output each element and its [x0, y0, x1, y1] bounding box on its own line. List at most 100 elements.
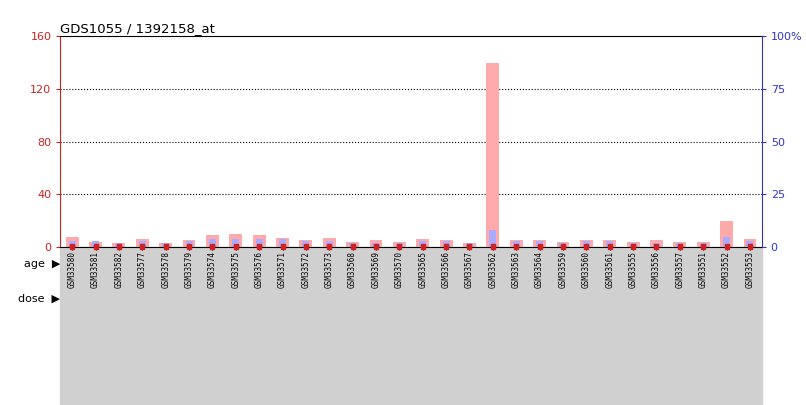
Bar [723, 237, 730, 247]
Bar [442, 241, 450, 247]
Bar [676, 243, 683, 247]
Bar [393, 242, 405, 247]
Bar [271, 281, 341, 316]
Text: low iron: low iron [497, 294, 535, 304]
Bar [279, 239, 286, 247]
Text: value, Detection Call = ABSENT: value, Detection Call = ABSENT [100, 365, 276, 375]
Bar [559, 243, 567, 247]
Bar [721, 221, 733, 247]
Text: low iron: low iron [217, 294, 255, 304]
Bar [66, 237, 78, 247]
Bar [419, 241, 426, 247]
Text: low iron: low iron [357, 294, 395, 304]
Bar [534, 241, 546, 247]
Bar [674, 242, 686, 247]
Bar [583, 241, 590, 247]
Bar [396, 243, 403, 247]
Bar [700, 243, 707, 247]
Text: age  ▶: age ▶ [24, 259, 60, 269]
Bar [341, 247, 481, 281]
Bar [580, 241, 592, 247]
Text: percentile rank within the sample: percentile rank within the sample [100, 346, 288, 356]
Bar [621, 247, 762, 281]
Bar [113, 243, 125, 247]
Text: 12 wk: 12 wk [534, 259, 568, 269]
Bar [536, 241, 543, 247]
Bar [201, 281, 271, 316]
Bar [370, 241, 382, 247]
Bar [60, 281, 131, 316]
Bar [621, 281, 692, 316]
Bar [349, 243, 356, 247]
Bar [131, 281, 201, 316]
Bar [513, 241, 520, 247]
Bar [60, 247, 762, 405]
Bar [347, 242, 359, 247]
Bar [64, 348, 89, 353]
Bar [201, 247, 341, 281]
Bar [604, 241, 616, 247]
Bar [440, 241, 452, 247]
Text: high iron: high iron [425, 294, 467, 304]
Text: GDS1055 / 1392158_at: GDS1055 / 1392158_at [60, 22, 215, 35]
Text: 8 d: 8 d [122, 259, 139, 269]
Bar [276, 238, 289, 247]
Text: 21 d: 21 d [259, 259, 283, 269]
Bar [300, 241, 312, 247]
Bar [606, 241, 613, 247]
Bar [326, 241, 333, 247]
Bar [653, 243, 660, 247]
Text: 6 wk: 6 wk [398, 259, 424, 269]
Bar [206, 235, 218, 247]
Text: 36 wk: 36 wk [675, 259, 708, 269]
Bar [136, 239, 148, 247]
Bar [115, 243, 123, 247]
Bar [230, 234, 242, 247]
Bar [650, 241, 663, 247]
Bar [489, 230, 496, 247]
Bar [185, 241, 193, 247]
Bar [162, 243, 169, 247]
Bar [64, 387, 89, 392]
Bar [323, 238, 335, 247]
Bar [232, 239, 239, 247]
Bar [139, 241, 146, 247]
Bar [463, 243, 476, 247]
Bar [510, 241, 522, 247]
Bar [341, 281, 411, 316]
Bar [557, 242, 569, 247]
Bar [746, 241, 754, 247]
Bar [551, 281, 621, 316]
Bar [60, 247, 201, 281]
Bar [466, 243, 473, 247]
Bar [692, 281, 762, 316]
Bar [160, 243, 172, 247]
Bar [629, 243, 637, 247]
Bar [487, 63, 499, 247]
Bar [697, 242, 709, 247]
Bar [183, 241, 195, 247]
Text: rank, Detection Call = ABSENT: rank, Detection Call = ABSENT [100, 385, 271, 394]
Bar [209, 239, 216, 247]
Bar [481, 247, 621, 281]
Bar [481, 281, 551, 316]
Bar [69, 241, 76, 247]
Bar [253, 235, 265, 247]
Text: high iron: high iron [705, 294, 748, 304]
Bar [627, 242, 639, 247]
Text: high iron: high iron [285, 294, 327, 304]
Text: low iron: low iron [77, 294, 114, 304]
Bar [256, 239, 263, 247]
Bar [744, 239, 756, 247]
Text: high iron: high iron [565, 294, 608, 304]
Bar [372, 243, 380, 247]
Bar [92, 241, 99, 247]
Text: high iron: high iron [144, 294, 187, 304]
Bar [417, 239, 429, 247]
Bar [89, 242, 102, 247]
Bar [302, 241, 310, 247]
Text: count: count [100, 327, 131, 337]
Bar [411, 281, 481, 316]
Bar [64, 368, 89, 373]
Bar [64, 330, 89, 335]
